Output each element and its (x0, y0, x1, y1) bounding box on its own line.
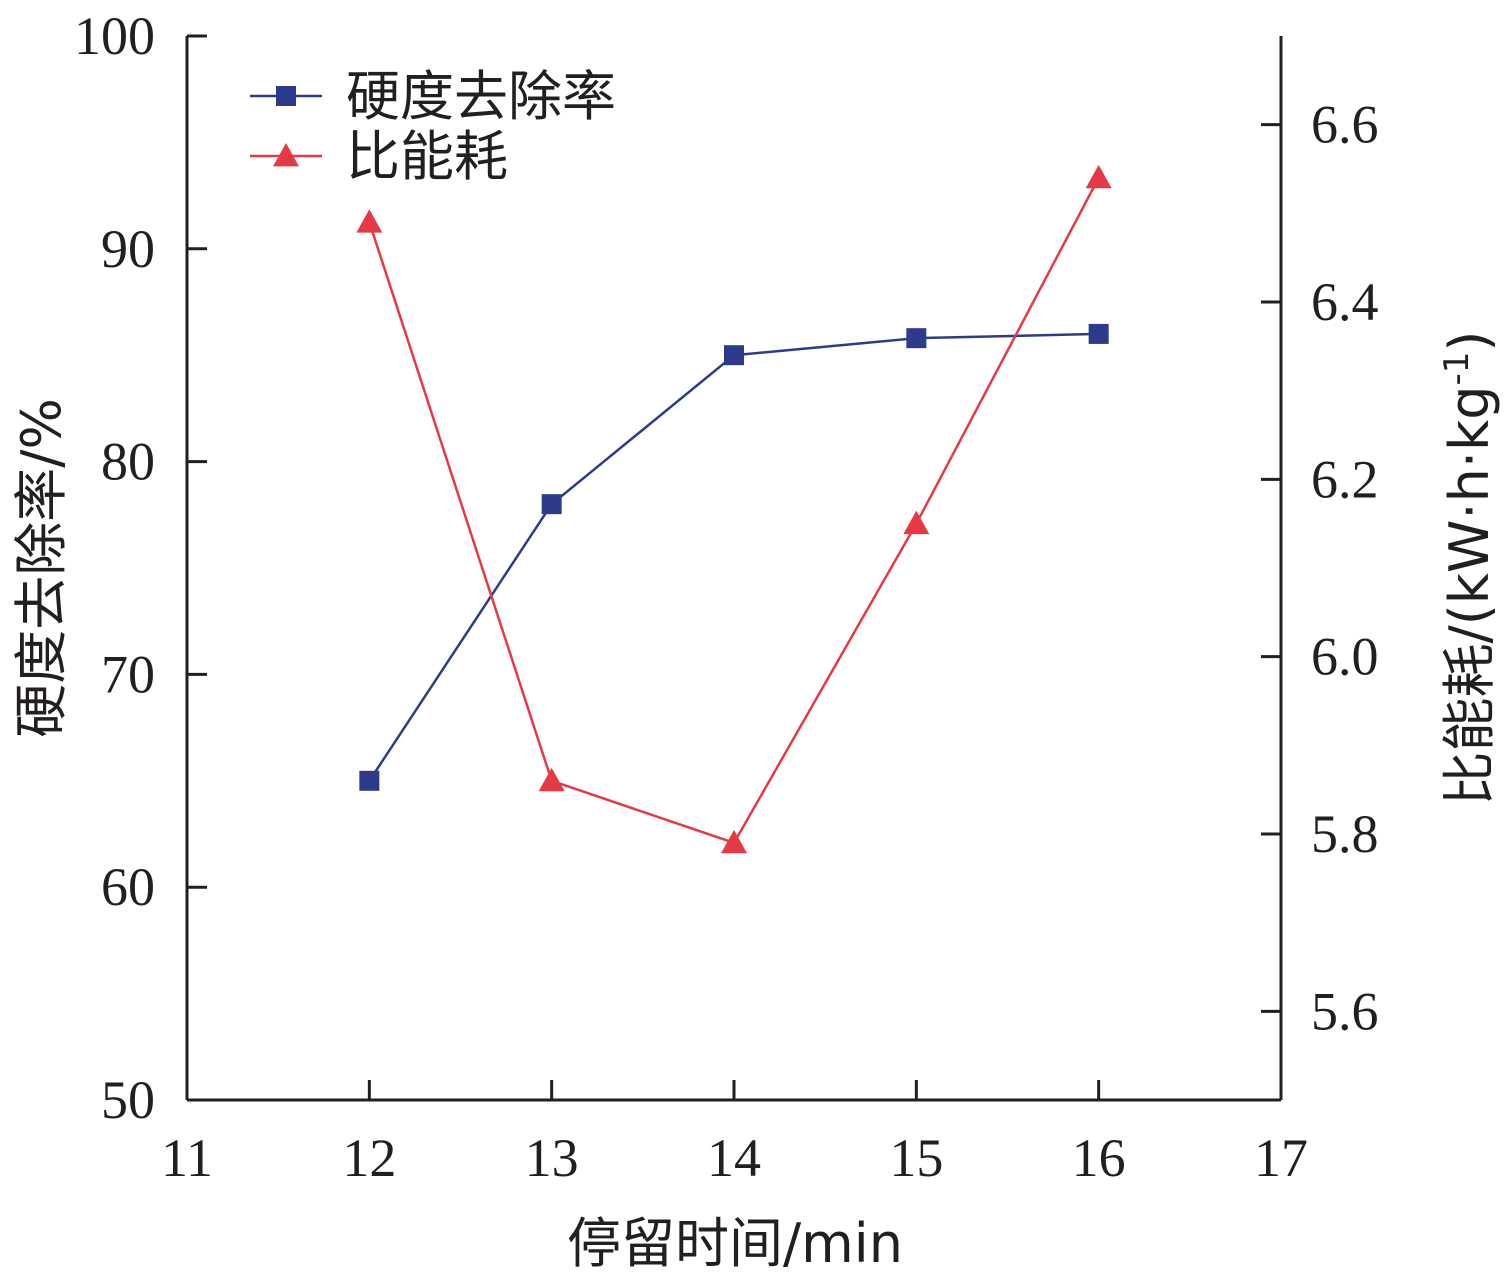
data-point-square (359, 770, 380, 791)
y-right-tick-label: 6.2 (1311, 449, 1379, 509)
y-axis-right-title-close: ) (1438, 330, 1501, 351)
series-markers (356, 164, 1112, 854)
series-lines (368, 177, 1100, 845)
y-left-tick-label: 50 (101, 1070, 155, 1130)
y-left-tick-label: 80 (101, 432, 155, 492)
x-tick-label: 15 (889, 1128, 943, 1188)
data-point-square (541, 494, 562, 515)
y-right-tick-label: 5.8 (1311, 804, 1379, 864)
legend-marker-square (276, 86, 296, 106)
y-axis-right-title-main: 比能耗/(kW·h·kg (1438, 385, 1501, 805)
data-point-triangle (721, 829, 747, 854)
x-tick-label: 13 (525, 1128, 579, 1188)
legend-marker-triangle (273, 143, 299, 167)
data-point-square (724, 345, 744, 366)
legend-label: 硬度去除率 (346, 65, 616, 128)
series-line-triangle (368, 177, 1100, 845)
data-point-triangle (903, 510, 930, 535)
x-tick-label: 17 (1254, 1128, 1308, 1188)
x-tick-label: 16 (1072, 1128, 1126, 1188)
y-axis-left-title: 硬度去除率/% (10, 398, 73, 738)
x-tick-label: 11 (161, 1128, 213, 1188)
axes: 11 12 13 14 15 16 17 50 60 70 80 90 100 5.6 5.8 6.0 6.2 6… (74, 6, 1379, 1188)
y-right-tick-label: 6.0 (1311, 627, 1379, 687)
data-point-triangle (1085, 164, 1112, 189)
data-point-triangle (538, 767, 565, 792)
y-left-tick-label: 70 (101, 644, 155, 704)
y-left-tick-label: 90 (101, 219, 155, 279)
x-tick-label: 12 (342, 1128, 396, 1188)
y-right-tick-label: 5.6 (1311, 981, 1379, 1041)
data-point-square (906, 328, 927, 349)
x-axis-title: 停留时间/min (567, 1212, 903, 1275)
legend-label: 比能耗 (346, 125, 508, 188)
y-axis-right-title-sup: -1 (1437, 352, 1477, 386)
x-tick-label: 14 (707, 1128, 761, 1188)
data-point-square (1088, 323, 1109, 344)
y-right-tick-label: 6.6 (1311, 95, 1379, 155)
y-left-tick-label: 100 (74, 6, 155, 66)
y-right-tick-label: 6.4 (1311, 272, 1379, 332)
y-axis-right-title: 比能耗/(kW·h·kg-1) (1437, 330, 1501, 805)
data-point-triangle (356, 209, 383, 233)
y-left-tick-label: 60 (101, 857, 155, 917)
